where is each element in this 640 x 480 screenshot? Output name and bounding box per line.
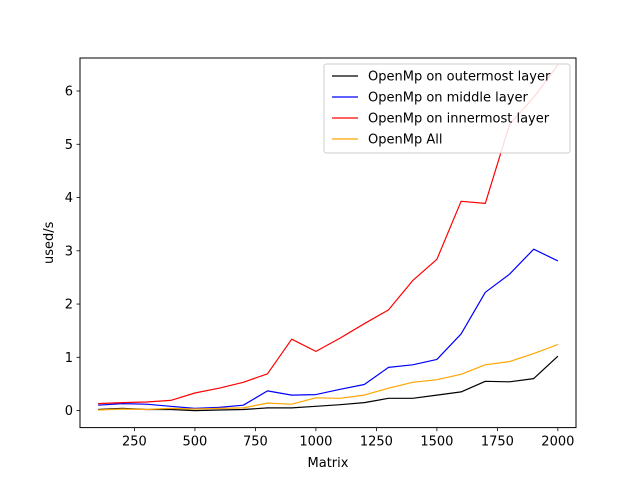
series-line	[98, 355, 559, 412]
y-tick-label: 3	[65, 244, 73, 259]
y-tick-label: 5	[65, 138, 73, 153]
y-tick-label: 4	[65, 191, 73, 206]
x-tick-label: 250	[122, 435, 147, 450]
series-lines	[98, 64, 559, 412]
y-tick-label: 0	[65, 404, 73, 419]
y-axis-ticks: 0 1 2 3 4 5 6	[65, 85, 80, 419]
x-axis-ticks: 250 500 750 1000 1250 1500 1750 2000	[122, 427, 574, 450]
legend-box	[323, 63, 571, 154]
y-tick-label: 6	[65, 85, 73, 100]
x-tick-label: 750	[243, 435, 268, 450]
series-line	[98, 64, 559, 405]
y-axis-label: used/s	[42, 221, 57, 264]
x-tick-label: 1250	[360, 435, 393, 450]
legend-label: OpenMp on outermost layer	[368, 70, 551, 85]
legend-label: OpenMp All	[368, 133, 442, 148]
x-tick-label: 1000	[299, 435, 332, 450]
legend: OpenMp on outermost layer OpenMp on middl…	[323, 63, 571, 154]
series-line	[98, 248, 559, 409]
legend-label: OpenMp on innermost layer	[368, 112, 550, 127]
x-tick-label: 1750	[481, 435, 514, 450]
series-line	[98, 343, 559, 411]
x-tick-label: 500	[183, 435, 208, 450]
x-tick-label: 2000	[541, 435, 574, 450]
x-axis-label: Matrix	[308, 456, 349, 471]
axes-frame	[79, 57, 577, 429]
legend-label: OpenMp on middle layer	[368, 91, 528, 106]
x-tick-label: 1500	[420, 435, 453, 450]
y-tick-label: 2	[65, 298, 73, 313]
y-tick-label: 1	[65, 351, 73, 366]
